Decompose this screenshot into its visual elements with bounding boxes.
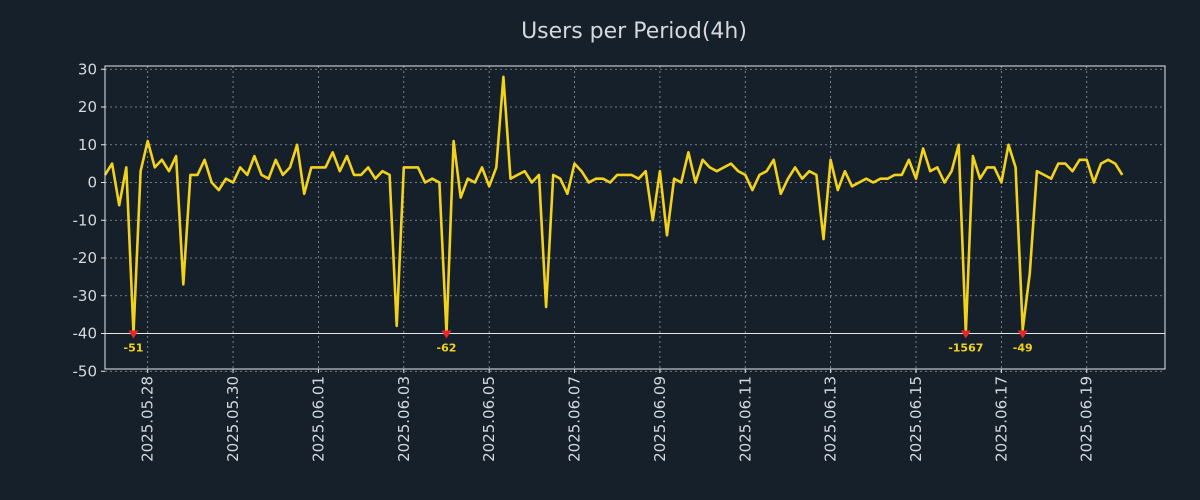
series-layer [103,75,1124,335]
x-tick-label: 2025.06.19 [1078,376,1096,462]
y-tick-label: 10 [78,136,97,154]
clip-marker-layer: -51 -62 -1567 -49 [124,330,1033,355]
clip-marker-label: -49 [1013,342,1033,355]
clip-marker [1017,330,1028,339]
y-tick-label: -40 [73,325,98,343]
y-tick-label: -20 [73,249,98,267]
y-tick-label: -50 [73,362,98,380]
x-tick-label: 2025.06.03 [395,376,413,462]
clip-marker [441,330,452,339]
grid [105,66,1165,372]
y-tick-label: 0 [87,174,97,192]
clip-marker [960,330,971,339]
clip-marker-label: -62 [437,342,457,355]
x-tick-label: 2025.06.13 [822,376,840,462]
x-tick-label: 2025.06.05 [480,376,498,462]
x-tick-label: 2025.06.07 [566,376,584,462]
y-tick-label: 30 [78,60,97,78]
x-tick-label: 2025.06.01 [309,376,327,462]
clip-marker-label: -51 [124,342,144,355]
chart-title: Users per Period(4h) [521,19,747,44]
x-tick-label: 2025.05.30 [224,376,242,462]
y-tick-label: -30 [73,287,98,305]
plot-frame [104,65,1166,370]
y-tick-label: 20 [78,98,97,116]
y-tick-label: -10 [73,211,98,229]
x-tick-label: 2025.06.17 [992,376,1010,462]
x-tick-label: 2025.06.11 [736,376,754,462]
clip-marker [128,330,139,339]
clip-marker-label: -1567 [948,342,983,355]
series-line [103,75,1124,335]
x-tick-label: 2025.06.15 [907,376,925,462]
x-tick-label: 2025.05.28 [139,376,157,462]
axes: 30 20 10 0 -10 -20 -30 -40 -50 2025.05.28 2025.05.… [73,60,1096,462]
x-tick-label: 2025.06.09 [651,376,669,462]
